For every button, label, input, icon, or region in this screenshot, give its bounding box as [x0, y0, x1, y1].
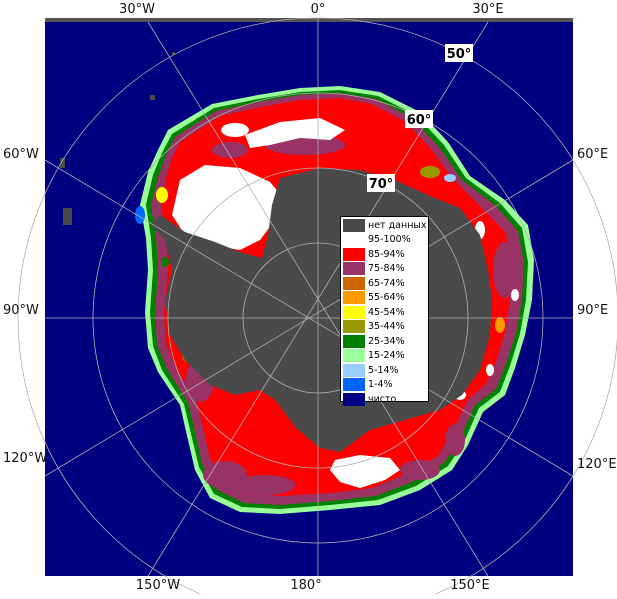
ice-95-100-patches: [172, 118, 519, 488]
lon-label-top-1: 30°W: [119, 2, 155, 17]
lat-label-60-text: 60°: [407, 113, 432, 128]
legend-item: 85-94%: [343, 247, 426, 262]
lat-label-50-text: 50°: [447, 47, 472, 62]
legend-label: 25-34%: [368, 335, 405, 347]
legend-label: чисто: [368, 393, 397, 405]
legend-swatch: [343, 233, 365, 247]
lon-label-top-2: 0°: [311, 2, 326, 17]
legend-swatch: [343, 218, 365, 232]
legend-swatch: [343, 378, 365, 392]
legend-label: 1-4%: [368, 379, 393, 391]
legend-item: 65-74%: [343, 276, 426, 291]
legend-swatch: [343, 276, 365, 290]
legend-label: 15-24%: [368, 350, 405, 362]
lon-label-right-2: 90°E: [577, 303, 608, 318]
lon-label-bottom-3: 150°E: [450, 578, 490, 593]
lon-label-bottom-2: 180°: [290, 578, 321, 593]
ice-concentration-patches: [135, 135, 517, 495]
land-specks: [60, 52, 175, 225]
legend-label: нет данных: [368, 219, 427, 231]
lat-label-50: 50°: [445, 44, 473, 62]
legend-label: 65-74%: [368, 277, 405, 289]
legend-item: 75-84%: [343, 262, 426, 277]
legend-swatch: [343, 247, 365, 261]
lon-label-top-3: 30°E: [472, 2, 503, 17]
lat-label-70: 70°: [367, 174, 395, 192]
legend-swatch: [343, 305, 365, 319]
legend-item: 15-24%: [343, 349, 426, 364]
lon-label-left-3: 120°W: [3, 451, 47, 466]
legend-swatch: [343, 363, 365, 377]
legend-item: чисто: [343, 392, 426, 407]
legend-item: 95-100%: [343, 233, 426, 248]
map-frame-top: [45, 18, 573, 22]
legend-label: 5-14%: [368, 364, 399, 376]
lon-label-left-1: 60°W: [3, 147, 39, 162]
lat-label-60: 60°: [405, 110, 433, 128]
legend-item: 55-64%: [343, 291, 426, 306]
lon-label-right-1: 60°E: [577, 147, 608, 162]
legend-swatch: [343, 392, 365, 406]
legend-swatch: [343, 334, 365, 348]
lat-label-70-text: 70°: [369, 177, 394, 192]
legend-swatch: [343, 262, 365, 276]
legend-swatch: [343, 291, 365, 305]
legend-item: 25-34%: [343, 334, 426, 349]
legend-item: нет данных: [343, 218, 427, 233]
legend-item: 35-44%: [343, 320, 426, 335]
legend-label: 75-84%: [368, 263, 405, 275]
lon-label-bottom-1: 150°W: [136, 578, 180, 593]
legend-label: 35-44%: [368, 321, 405, 333]
legend-label: 45-54%: [368, 306, 405, 318]
legend-item: 45-54%: [343, 305, 426, 320]
legend-swatch: [343, 349, 365, 363]
legend-swatch: [343, 320, 365, 334]
legend-label: 95-100%: [368, 234, 411, 246]
legend: нет данных 95-100% 85-94% 75-84% 65-74% 55-64…: [340, 216, 429, 406]
legend-item: 5-14%: [343, 363, 426, 378]
lon-label-left-2: 90°W: [3, 303, 39, 318]
lon-label-right-3: 120°E: [577, 457, 617, 472]
legend-label: 55-64%: [368, 292, 405, 304]
longitude-labels: 30°W 0° 30°E 60°W 90°W 120°W 60°E 90°E 1…: [3, 2, 617, 593]
legend-item: 1-4%: [343, 378, 426, 393]
legend-label: 85-94%: [368, 248, 405, 260]
